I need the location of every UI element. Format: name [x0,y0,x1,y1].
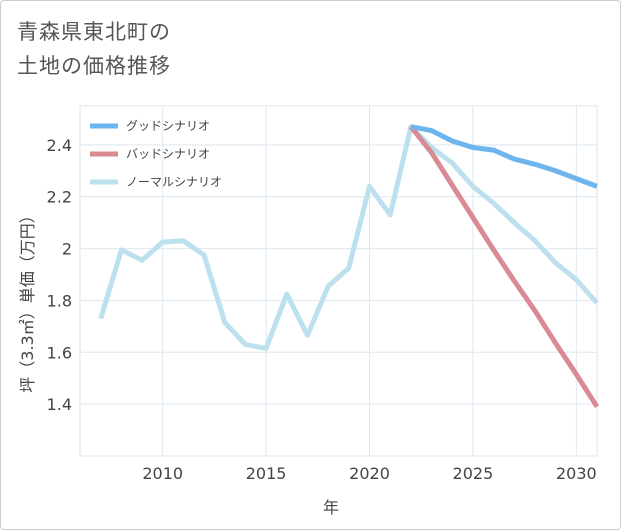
legend-label-0: グッドシナリオ [126,119,210,133]
y-tick-label: 2 [62,240,72,259]
series-lines [98,124,600,409]
x-tick-label: 2020 [349,464,390,483]
x-tick-label: 2015 [246,464,287,483]
x-tick-label: 2010 [142,464,183,483]
grid-lines [80,106,597,456]
chart-title: 青森県東北町の 土地の価格推移 [17,20,171,78]
x-tick-label: 2030 [556,464,597,483]
y-tick-label: 1.8 [47,291,72,310]
series-line-2 [98,124,599,351]
legend-label-1: バッドシナリオ [126,147,210,161]
x-axis-title: 年 [323,498,339,517]
plot-area [79,105,598,457]
legend-label-2: ノーマルシナリオ [126,175,222,189]
y-tick-label: 2.4 [47,136,72,155]
x-tick-label: 2025 [453,464,494,483]
y-tick-label: 1.4 [47,395,72,414]
y-tick-label: 2.2 [47,188,72,207]
y-axis-title: 坪（3.3㎡）単価（万円） [18,207,37,392]
series-line-1 [408,125,600,409]
tick-labels: 2010 2015 2020 2025 2030 1.4 1.6 1.8 2 2.2 2.4 [47,136,597,483]
y-tick-label: 1.6 [47,343,72,362]
series-line-0 [410,124,598,189]
